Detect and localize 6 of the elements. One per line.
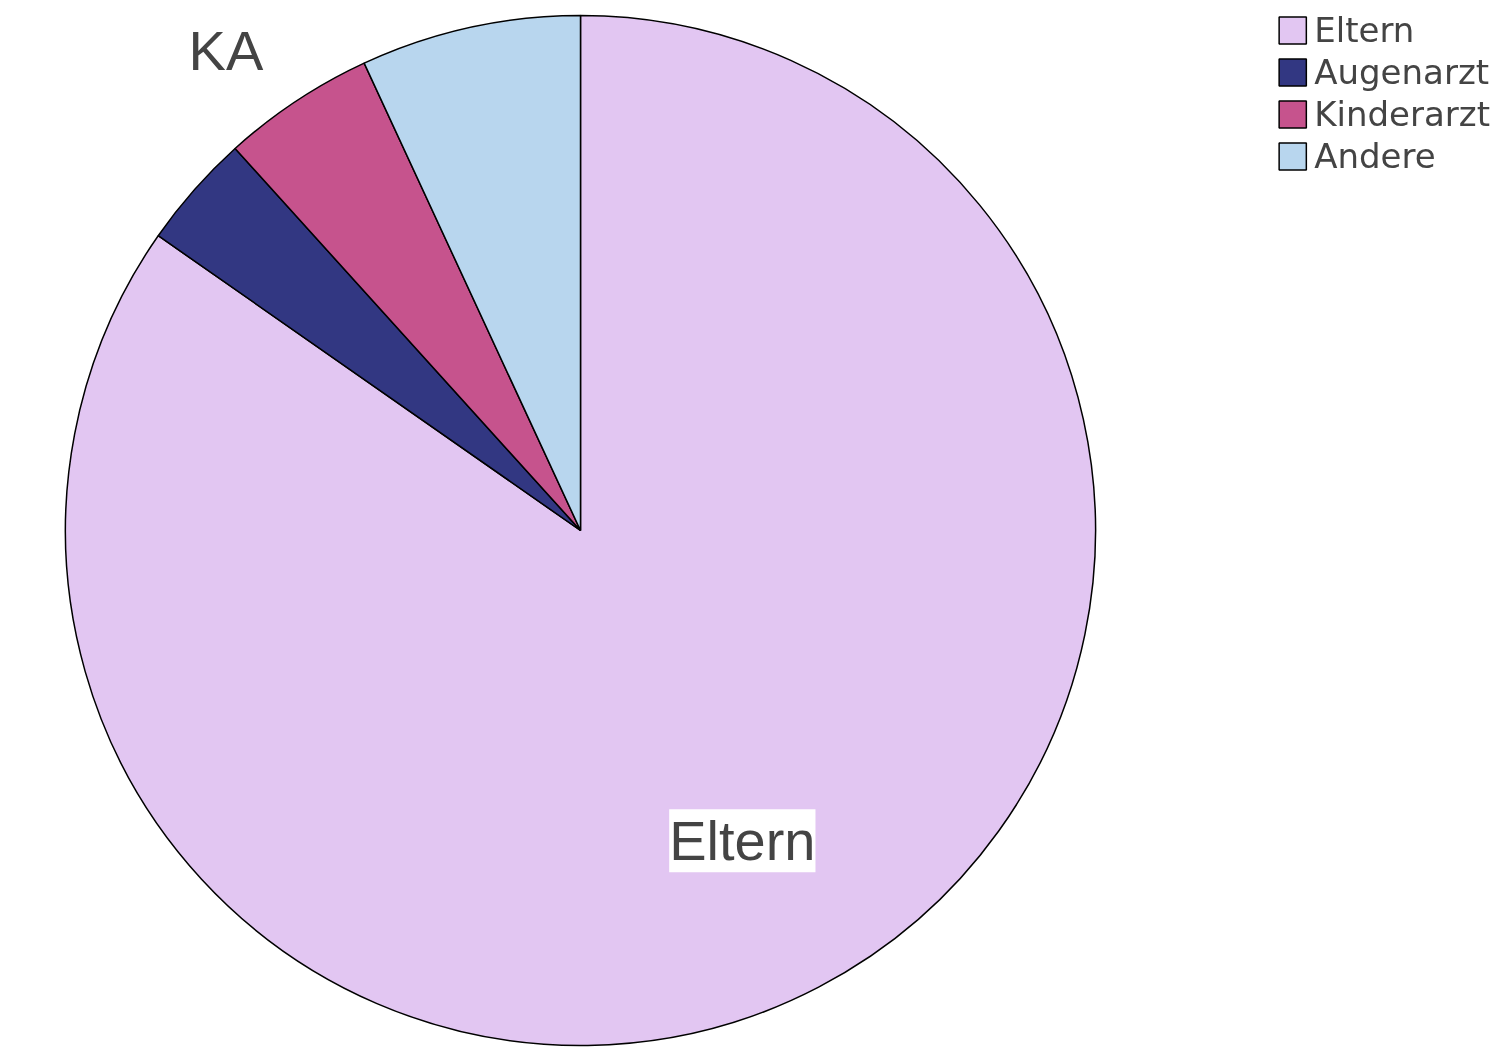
legend-label: Augenarzt bbox=[1314, 52, 1490, 92]
data-label: KA bbox=[188, 19, 264, 83]
data-label: Eltern bbox=[669, 809, 816, 873]
legend-label: Kinderarzt bbox=[1314, 94, 1490, 134]
legend-label: Eltern bbox=[1314, 10, 1415, 50]
legend-label: Andere bbox=[1314, 136, 1436, 176]
